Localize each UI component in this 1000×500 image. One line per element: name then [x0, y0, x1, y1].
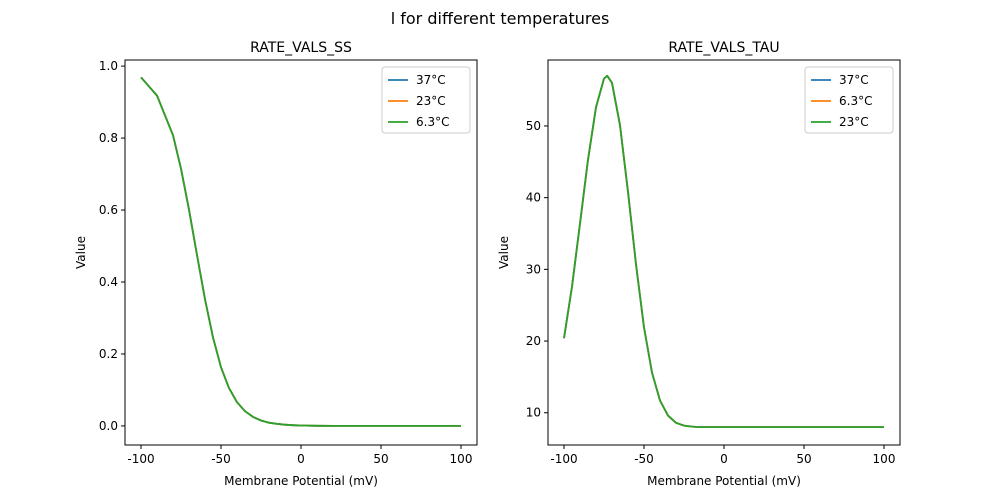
x-tick-label: 100 — [450, 452, 473, 466]
x-axis-label: Membrane Potential (mV) — [647, 474, 801, 488]
y-tick-label: 0.4 — [99, 275, 118, 289]
legend: 37°C 23°C 6.3°C — [381, 66, 471, 134]
x-tick-label: 50 — [796, 452, 811, 466]
y-axis-label: Value — [74, 236, 88, 269]
subplot-tau: RATE_VALS_TAU -100 -50 0 50 100 10 20 30 40 50 Memb… — [497, 40, 901, 488]
x-tick-label: 0 — [720, 452, 728, 466]
legend: 37°C 6.3°C 23°C — [804, 66, 894, 134]
legend-box — [804, 66, 894, 134]
x-tick-label: -100 — [550, 452, 577, 466]
subplot-title: RATE_VALS_SS — [250, 40, 352, 56]
x-tick-label: -50 — [211, 452, 231, 466]
y-tick-label: 50 — [526, 119, 541, 133]
y-tick-label: 0.8 — [99, 131, 118, 145]
y-tick-label: 0.2 — [99, 347, 118, 361]
y-tick-label: 30 — [526, 262, 541, 276]
x-axis-label: Membrane Potential (mV) — [224, 474, 378, 488]
x-tick-label: -100 — [127, 452, 154, 466]
y-axis-label: Value — [497, 236, 511, 269]
legend-entry: 23°C — [839, 115, 869, 129]
legend-entry: 37°C — [416, 73, 446, 87]
x-tick-label: -50 — [634, 452, 654, 466]
y-tick-label: 0.0 — [99, 419, 118, 433]
legend-entry: 37°C — [839, 73, 869, 87]
y-tick-label: 1.0 — [99, 59, 118, 73]
subplot-title: RATE_VALS_TAU — [668, 40, 779, 56]
y-tick-label: 0.6 — [99, 203, 118, 217]
legend-box — [381, 66, 471, 134]
series-line-2 — [140, 76, 461, 427]
x-tick-label: 50 — [373, 452, 388, 466]
figure-title: l for different temperatures — [391, 9, 610, 28]
legend-entry: 6.3°C — [416, 115, 449, 129]
legend-entry: 6.3°C — [839, 94, 872, 108]
series-line-2 — [563, 74, 884, 428]
x-tick-label: 0 — [297, 452, 305, 466]
subplot-ss: RATE_VALS_SS -100 -50 0 50 100 0.0 0.2 0.4 0.6 0.8… — [74, 40, 478, 488]
legend-entry: 23°C — [416, 94, 446, 108]
x-tick-label: 100 — [873, 452, 896, 466]
y-tick-label: 20 — [526, 334, 541, 348]
y-tick-label: 40 — [526, 191, 541, 205]
y-tick-label: 10 — [526, 406, 541, 420]
